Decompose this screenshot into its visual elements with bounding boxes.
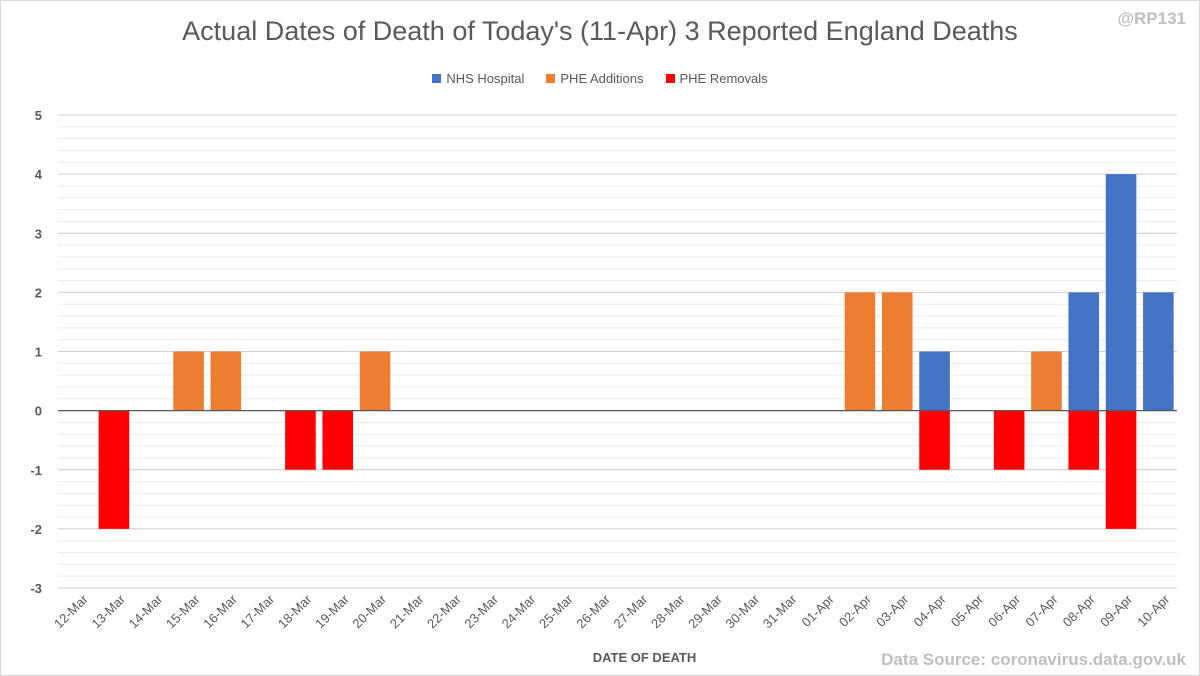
x-tick-label: 31-Mar	[760, 591, 800, 631]
bar-phe-removals	[919, 410, 950, 470]
bar-phe-additions	[844, 292, 876, 411]
bar-nhs-hospital	[1068, 292, 1100, 411]
x-tick-label: 28-Mar	[648, 591, 688, 631]
bar-nhs-hospital	[1143, 292, 1174, 411]
x-axis-label: DATE OF DEATH	[593, 650, 697, 665]
x-tick-label: 23-Mar	[461, 591, 501, 631]
bar-phe-additions	[210, 351, 242, 411]
x-tick-label: 02-Apr	[836, 591, 875, 630]
bar-nhs-hospital	[919, 351, 950, 411]
y-tick-label: -1	[30, 463, 42, 478]
bar-phe-removals	[98, 410, 130, 529]
x-tick-label: 07-Apr	[1022, 591, 1061, 630]
x-tick-label: 10-Apr	[1134, 591, 1173, 630]
x-tick-label: 30-Mar	[722, 591, 762, 631]
x-tick-label: 27-Mar	[611, 591, 651, 631]
y-tick-label: 4	[35, 167, 43, 182]
x-tick-label: 13-Mar	[88, 591, 128, 631]
legend-swatch-phe-removals	[665, 74, 675, 83]
bar-phe-additions	[359, 351, 391, 411]
data-source-note: Data Source: coronavirus.data.gov.uk	[881, 650, 1186, 669]
x-tick-label: 26-Mar	[573, 591, 613, 631]
y-tick-label: -2	[30, 522, 42, 537]
bar-nhs-hospital	[1105, 174, 1137, 411]
x-tick-label: 12-Mar	[51, 591, 91, 631]
x-tick-label: 03-Apr	[873, 591, 912, 630]
bar-phe-removals	[1068, 410, 1100, 470]
legend: NHS Hospital PHE Additions PHE Removals	[0, 71, 1200, 86]
x-tick-label: 04-Apr	[910, 591, 949, 630]
x-tick-label: 24-Mar	[499, 591, 539, 631]
bar-phe-additions	[1031, 351, 1062, 411]
x-tick-label: 22-Mar	[424, 591, 464, 631]
y-tick-label: 2	[35, 285, 42, 300]
legend-item-phe-additions: PHE Additions	[546, 71, 644, 86]
x-tick-label: 06-Apr	[985, 591, 1024, 630]
y-tick-label: 5	[35, 108, 42, 123]
bar-phe-additions	[173, 351, 204, 411]
x-tick-label: 17-Mar	[238, 591, 278, 631]
y-tick-label: 0	[35, 404, 42, 419]
bar-phe-removals	[285, 410, 316, 470]
author-handle: @RP131	[1117, 9, 1186, 28]
legend-swatch-phe-additions	[546, 74, 556, 83]
legend-label-nhs-hospital: NHS Hospital	[446, 71, 525, 86]
x-tick-label: 29-Mar	[685, 591, 725, 631]
x-tick-label: 05-Apr	[948, 591, 987, 630]
y-tick-label: 3	[35, 226, 42, 241]
y-tick-label: 1	[35, 345, 42, 360]
x-tick-label: 09-Apr	[1097, 591, 1136, 630]
x-tick-label: 20-Mar	[349, 591, 389, 631]
legend-item-phe-removals: PHE Removals	[665, 71, 768, 86]
chart-title: Actual Dates of Death of Today's (11-Apr…	[182, 16, 1018, 46]
x-tick-label: 25-Mar	[536, 591, 576, 631]
legend-label-phe-removals: PHE Removals	[679, 71, 768, 86]
legend-swatch-nhs-hospital	[432, 74, 442, 83]
bar-phe-removals	[322, 410, 354, 470]
x-tick-label: 14-Mar	[126, 591, 166, 631]
x-tick-label: 08-Apr	[1060, 591, 1099, 630]
x-tick-label: 18-Mar	[275, 591, 315, 631]
x-tick-label: 01-Apr	[799, 591, 838, 630]
bar-phe-removals	[1105, 410, 1137, 529]
x-tick-label: 16-Mar	[200, 591, 240, 631]
x-tick-label: 19-Mar	[312, 591, 352, 631]
legend-item-nhs-hospital: NHS Hospital	[432, 71, 524, 86]
legend-label-phe-additions: PHE Additions	[560, 71, 644, 86]
bar-phe-removals	[993, 410, 1025, 470]
y-tick-label: -3	[30, 581, 42, 596]
bar-phe-additions	[881, 292, 913, 411]
x-tick-label: 21-Mar	[387, 591, 427, 631]
x-tick-label: 15-Mar	[163, 591, 203, 631]
